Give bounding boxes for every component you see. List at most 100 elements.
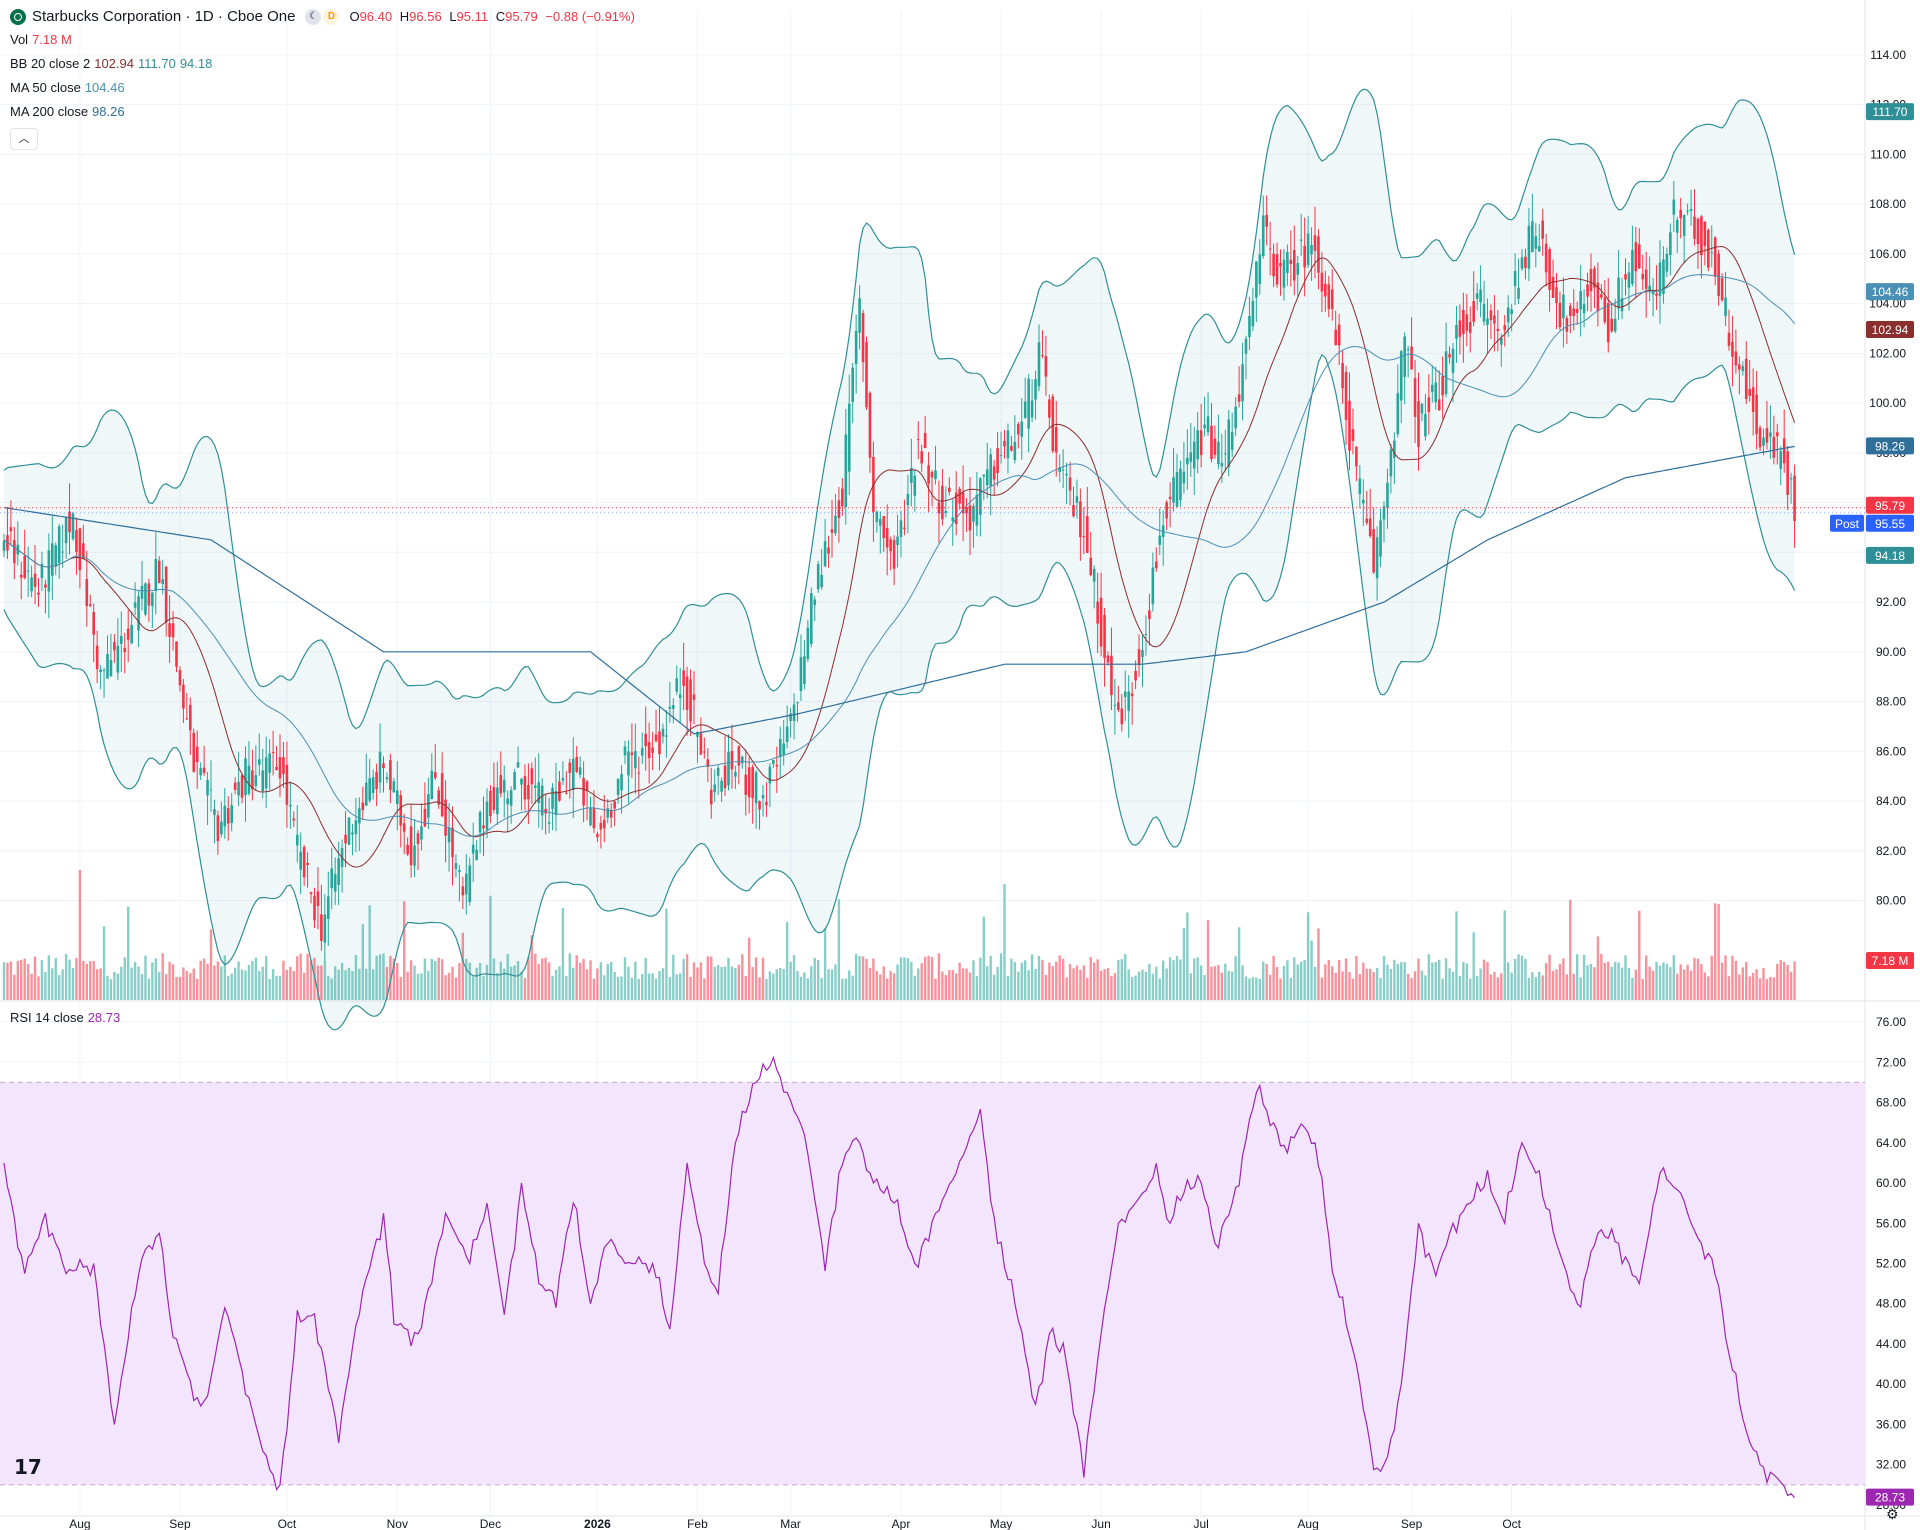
tag-post	[1866, 514, 1914, 532]
candle-body	[858, 298, 861, 333]
volume-bar	[447, 972, 451, 1000]
y-tick-label: 110.00	[1870, 147, 1906, 161]
legend-vol[interactable]: Vol 7.18 M	[10, 32, 72, 47]
candle-body	[841, 488, 844, 507]
candle-body	[1531, 221, 1534, 253]
candle-body	[889, 539, 892, 552]
candle-body	[1230, 431, 1234, 450]
volume-bar	[1137, 971, 1141, 1000]
volume-bar	[1779, 960, 1782, 1000]
candle-body	[1479, 289, 1482, 303]
gear-icon[interactable]: ⚙	[1886, 1506, 1899, 1522]
x-tick-label: Oct	[278, 1517, 297, 1530]
volume-bar	[1344, 958, 1348, 1000]
volume-bar	[385, 967, 389, 1000]
candle-body	[64, 517, 68, 544]
candle-body	[851, 367, 854, 402]
volume-bar	[1793, 961, 1796, 1000]
volume-bar	[472, 976, 475, 1000]
candle-body	[1610, 318, 1613, 332]
candle-body	[865, 342, 868, 408]
candle-body	[941, 485, 944, 520]
candle-body	[1165, 502, 1168, 519]
candle-body	[523, 776, 527, 800]
candle-body	[1299, 239, 1303, 241]
candle-body	[1427, 397, 1431, 413]
volume-bar	[354, 954, 358, 1000]
candle-body	[1192, 441, 1196, 469]
legend-ma200[interactable]: MA 200 close 98.26	[10, 104, 125, 119]
candle-body	[1268, 248, 1272, 250]
volume-bar	[95, 969, 99, 1000]
volume-bar	[1206, 920, 1210, 1000]
volume-bar	[879, 974, 882, 1000]
volume-bar	[665, 908, 668, 1000]
volume-bar	[1569, 899, 1572, 1000]
volume-bar	[251, 960, 254, 1000]
candles[interactable]	[2, 180, 1796, 962]
volume-bar	[620, 976, 623, 1000]
candle-body	[1765, 428, 1769, 443]
candle-body	[271, 752, 275, 754]
volume-bar	[1210, 966, 1213, 1000]
candle-body	[951, 517, 955, 522]
volume-bar	[955, 973, 958, 1000]
candle-body	[1130, 693, 1134, 697]
volume-bar	[1348, 972, 1351, 1000]
volume-bar	[792, 955, 796, 1000]
candle-body	[571, 758, 575, 791]
collapse-legend-button[interactable]: ︿	[10, 128, 38, 150]
tag-ma200-text: 98.26	[1875, 439, 1905, 453]
volume-bar	[1055, 961, 1058, 1000]
volume-bar	[361, 924, 364, 1000]
x-tick-label: May	[990, 1517, 1013, 1530]
candle-body	[582, 778, 585, 806]
candle-body	[1541, 220, 1544, 239]
volume-bar	[340, 962, 344, 1000]
legend-rsi[interactable]: RSI 14 close 28.73	[10, 1010, 121, 1025]
volume-bar	[1651, 970, 1655, 1000]
volume-bar	[1272, 955, 1275, 1000]
volume-bar	[968, 972, 972, 1000]
candle-body	[1275, 254, 1279, 285]
x-tick-label: Apr	[892, 1517, 911, 1530]
candle-body	[1613, 318, 1617, 332]
candle-body	[716, 767, 720, 776]
candle-body	[1741, 366, 1745, 371]
candle-body	[1086, 516, 1089, 553]
volume-bar	[344, 970, 347, 1000]
candle-body	[751, 766, 754, 799]
volume-bar	[723, 966, 727, 1000]
candle-body	[1386, 482, 1389, 508]
bb-upper-line	[3, 88, 1796, 730]
candle-body	[1144, 634, 1148, 636]
moon-icon[interactable]: ☾	[305, 8, 322, 25]
candle-body	[51, 543, 54, 576]
x-tick-label: Dec	[480, 1517, 501, 1530]
volume-bar	[1482, 959, 1486, 1000]
candle-body	[226, 808, 230, 824]
volume-bar	[720, 966, 723, 1000]
candle-body	[478, 812, 482, 833]
legend-bb[interactable]: BB 20 close 2 102.94 111.70 94.18	[10, 56, 213, 71]
candle-body	[1237, 394, 1241, 402]
candle-body	[861, 313, 865, 363]
volume-bar	[196, 978, 199, 1000]
rsi-tick-label: 76.00	[1876, 1015, 1906, 1029]
volume-bar	[1362, 962, 1365, 1000]
volume-bar	[1576, 954, 1579, 1000]
candle-body	[378, 751, 382, 783]
volume-bar	[68, 959, 71, 1000]
candle-body	[823, 541, 827, 567]
candle-body	[1624, 274, 1627, 280]
volume-bar	[1538, 971, 1541, 1000]
symbol-title[interactable]: Starbucks Corporation · 1D · Cboe One	[32, 8, 296, 25]
candle-body	[803, 656, 806, 685]
candle-body	[568, 762, 572, 773]
legend-ma50[interactable]: MA 50 close 104.46	[10, 80, 125, 95]
delayed-badge[interactable]: D	[323, 8, 340, 25]
candle-body	[609, 809, 613, 818]
candle-body	[1241, 364, 1244, 402]
volume-bar	[20, 959, 23, 1000]
